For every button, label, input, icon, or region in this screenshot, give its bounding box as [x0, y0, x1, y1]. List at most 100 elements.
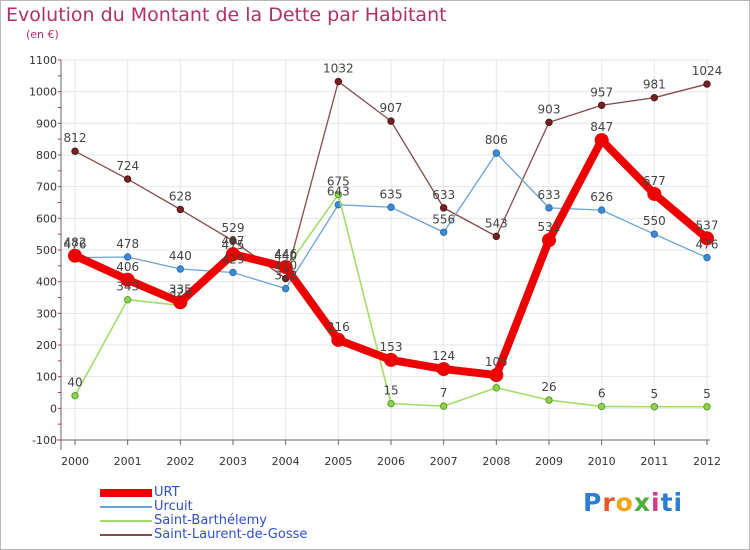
data-point	[436, 362, 451, 377]
logo-letter: i	[651, 488, 661, 517]
data-point	[542, 233, 556, 248]
data-label: 1032	[323, 62, 354, 76]
data-point	[387, 203, 395, 211]
y-tick-label: 800	[36, 149, 57, 162]
data-point	[120, 272, 135, 287]
data-point	[489, 368, 504, 383]
y-tick-label: 1100	[29, 54, 57, 67]
data-point	[229, 237, 237, 245]
data-point	[334, 190, 343, 199]
data-label: 1024	[692, 64, 723, 78]
legend-label: Saint-Laurent-de-Gosse	[154, 527, 308, 542]
data-label: 907	[380, 101, 403, 115]
data-point	[545, 204, 553, 212]
data-point	[384, 352, 398, 367]
data-label: 124	[432, 349, 455, 363]
data-point	[650, 403, 659, 411]
y-tick-label: 700	[36, 181, 57, 194]
data-point	[123, 253, 132, 261]
data-point	[173, 295, 188, 310]
logo-letter: P	[583, 488, 603, 517]
data-point	[387, 399, 395, 408]
data-label: 476	[64, 238, 87, 252]
data-label: 677	[643, 174, 666, 188]
data-label: 812	[64, 131, 87, 145]
x-tick-label: 2004	[272, 455, 300, 468]
data-point	[387, 117, 395, 125]
x-tick-label: 2009	[535, 455, 563, 468]
logo-letter: x	[633, 488, 651, 517]
data-label: 550	[643, 214, 666, 228]
data-label: 440	[274, 249, 297, 263]
data-point	[176, 205, 185, 214]
data-label: 903	[538, 102, 561, 116]
y-tick-label: 300	[36, 307, 57, 320]
data-point	[594, 133, 609, 148]
data-label: 531	[538, 220, 561, 234]
data-point	[597, 206, 606, 214]
chart-subtitle: (en €)	[26, 28, 59, 41]
data-point	[278, 260, 293, 275]
data-label: 724	[116, 159, 139, 173]
data-point	[492, 232, 501, 241]
data-point	[647, 186, 662, 201]
data-point	[334, 77, 343, 86]
line-chart: -100 0 100 200 300 400 500 600 700 800 900 1000 1100…	[29, 54, 723, 468]
data-label: 406	[116, 260, 139, 274]
legend-swatch	[100, 534, 152, 536]
data-label: 26	[541, 380, 556, 394]
data-label: 475	[222, 238, 245, 252]
y-tick-label: 900	[36, 117, 57, 130]
x-tick-label: 2006	[377, 455, 405, 468]
data-label: 5	[703, 387, 711, 401]
data-label: 487	[222, 234, 245, 248]
data-point	[545, 396, 553, 404]
data-label: 543	[485, 216, 508, 230]
legend-swatch	[100, 506, 152, 508]
x-tick-label: 2007	[430, 455, 458, 468]
x-tick-label: 2008	[482, 455, 510, 468]
data-label: 153	[380, 340, 403, 354]
data-point	[597, 402, 606, 411]
legend-label: URT	[154, 485, 180, 500]
data-point	[71, 391, 79, 400]
data-label: 325	[169, 285, 192, 299]
logo-letter: i	[673, 488, 684, 517]
x-tick-label: 2012	[693, 455, 721, 468]
data-label: 633	[538, 188, 561, 202]
logo-letter: r	[602, 488, 616, 517]
y-tick-label: 100	[36, 371, 57, 384]
data-point	[281, 284, 290, 293]
data-point	[650, 93, 659, 102]
data-label: 378	[274, 269, 297, 283]
data-label: 40	[67, 376, 82, 390]
y-tick-label: 0	[50, 402, 57, 415]
x-tick-label: 2005	[324, 455, 352, 468]
data-label: 216	[327, 320, 350, 334]
y-tick-label: 600	[36, 212, 57, 225]
data-point	[176, 265, 185, 273]
data-label: 847	[590, 120, 613, 134]
legend-swatch	[100, 520, 152, 522]
data-point	[439, 228, 448, 236]
data-point	[545, 118, 553, 127]
data-label: 476	[696, 238, 719, 252]
data-point	[229, 268, 237, 277]
data-label: 335	[169, 282, 192, 296]
data-label: 626	[590, 190, 613, 204]
data-point	[71, 147, 79, 155]
data-point	[703, 253, 711, 262]
data-point	[226, 247, 240, 262]
data-point	[68, 248, 82, 263]
data-label: 5	[651, 387, 659, 401]
x-tick-label: 2002	[166, 455, 194, 468]
data-label: 957	[590, 85, 613, 99]
data-point	[439, 204, 448, 212]
data-point	[597, 101, 606, 109]
x-tick-label: 2001	[114, 455, 142, 468]
data-label: 529	[222, 221, 245, 235]
y-tick-label: 200	[36, 339, 57, 352]
legend-label: Urcuit	[154, 499, 193, 514]
data-point	[703, 403, 711, 411]
y-tick-label: 1000	[29, 86, 57, 99]
